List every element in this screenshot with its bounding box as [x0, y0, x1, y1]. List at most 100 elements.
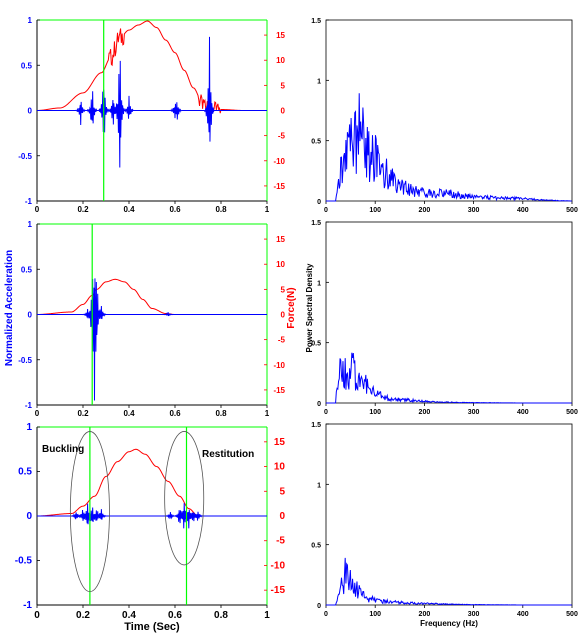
y-tick-label: 1: [317, 78, 321, 85]
x-tick-label: 0.4: [123, 409, 135, 418]
y2-tick-label: 10: [274, 462, 286, 473]
x-tick-label: 500: [566, 611, 578, 618]
y-tick-label: 1: [317, 280, 321, 287]
psd-series-line: [326, 352, 572, 404]
x-tick-label: 300: [468, 409, 480, 416]
x-tick-label: 400: [517, 409, 529, 416]
x-tick-label: 0.6: [169, 409, 181, 418]
acceleration-series-line: [37, 278, 267, 401]
y-tick-label: 1: [317, 482, 321, 489]
y-tick-label: 1: [26, 422, 32, 433]
y-tick-label: 0: [317, 199, 321, 206]
acceleration-series-line: [37, 36, 267, 168]
x-tick-label: 0.2: [77, 205, 89, 214]
x-tick-label: 300: [468, 611, 480, 618]
y-tick-label: 1.5: [311, 220, 321, 227]
y2-tick-label: 5: [281, 81, 286, 90]
panel-psd-1: 0 100 200 300 400 500 0 0.5 1 1.5: [311, 18, 578, 214]
y-tick-label: 1.5: [311, 422, 321, 429]
y-tick-label: 0: [26, 511, 32, 522]
x-tick-label: 0.6: [169, 205, 181, 214]
restitution-annotation: Restitution: [202, 449, 254, 460]
x-tick-label: 0.2: [77, 409, 89, 418]
psd-xlabel: Frequency (Hz): [420, 619, 478, 628]
y-tick-label: -0.5: [18, 152, 32, 161]
x-tick-label: 0.4: [123, 205, 135, 214]
x-tick-label: 0.8: [215, 205, 227, 214]
x-tick-label: 300: [468, 207, 480, 214]
y-tick-label: 0.5: [18, 467, 32, 478]
x-tick-label: 200: [419, 409, 431, 416]
x-tick-label: 0: [35, 409, 40, 418]
panel-time-1: 0 0.2 0.4 0.6 0.8 1 -1 -0.5 0 0.5 1 -15 -10 -5 0 5 10 15: [18, 16, 285, 214]
y2-tick-label: 0: [279, 511, 285, 522]
x-tick-label: 0: [324, 409, 328, 416]
x-tick-label: 500: [566, 409, 578, 416]
y-tick-label: 0: [28, 107, 33, 116]
y-tick-label: 0.5: [311, 543, 321, 550]
x-tick-label: 0.6: [168, 610, 182, 621]
right-ylabel: Force(N): [286, 287, 297, 328]
x-tick-label: 1: [264, 610, 270, 621]
y-tick-label: 0.5: [311, 139, 321, 146]
y-tick-label: -1: [25, 197, 33, 206]
x-tick-label: 0.2: [76, 610, 90, 621]
y2-tick-label: 5: [279, 486, 285, 497]
force-series-line: [37, 278, 267, 315]
left-xlabel: Time (Sec): [124, 621, 180, 633]
y-tick-label: 1: [28, 220, 33, 229]
x-tick-label: 400: [517, 207, 529, 214]
force-series-line: [36, 20, 267, 114]
panel-psd-3: 0 100 200 300 400 500 0 0.5 1 1.5: [311, 422, 578, 618]
y2-tick-label: -10: [271, 560, 286, 571]
region-ellipse: [164, 431, 205, 566]
y2-tick-label: 15: [276, 235, 285, 244]
panels-group: 0 0.2 0.4 0.6 0.8 1-1-0.500.51-15-10-50510150…: [15, 16, 578, 621]
psd-ylabel: Power Spectral Density: [305, 263, 314, 352]
acceleration-series-line: [37, 503, 267, 529]
panel-psd-2: 0 100 200 300 400 500 0 0.5 1 1.5: [311, 220, 578, 416]
left-ylabel: Normalized Acceleration: [4, 250, 15, 366]
panel-time-3: 0 0.2 0.4 0.6 0.8 1 -1 -0.5 0 0.5 1 -15 -10 -5 0 5 10 15: [15, 422, 286, 621]
y2-tick-label: 15: [276, 31, 285, 40]
y2-tick-label: -15: [273, 182, 285, 191]
y-tick-label: -1: [23, 600, 32, 611]
y-tick-label: 1.5: [311, 18, 321, 25]
y2-tick-label: 0: [281, 311, 286, 320]
y-tick-label: 0: [28, 311, 33, 320]
y-tick-label: 0.5: [21, 61, 33, 70]
y-tick-label: 0.5: [21, 265, 33, 274]
y2-tick-label: -15: [271, 585, 286, 596]
x-tick-label: 0: [35, 205, 40, 214]
y-tick-label: 0.5: [311, 341, 321, 348]
psd-series-line: [326, 93, 572, 202]
y-tick-label: 0: [317, 603, 321, 610]
x-tick-label: 0.8: [215, 409, 227, 418]
x-tick-label: 100: [369, 207, 381, 214]
x-tick-label: 1: [265, 205, 270, 214]
y2-tick-label: 10: [276, 260, 285, 269]
y-tick-label: 1: [28, 16, 33, 25]
panel-frame: [325, 423, 573, 606]
y2-tick-label: 10: [276, 56, 285, 65]
x-tick-label: 100: [369, 611, 381, 618]
x-tick-label: 0.4: [122, 610, 136, 621]
panel-frame: [325, 221, 573, 404]
y2-tick-label: -10: [273, 361, 285, 370]
psd-series-line: [326, 557, 572, 606]
y2-tick-label: 0: [281, 107, 286, 116]
y2-tick-label: -15: [273, 386, 285, 395]
x-tick-label: 100: [369, 409, 381, 416]
y-tick-label: -0.5: [15, 556, 33, 567]
x-tick-label: 200: [419, 207, 431, 214]
y-tick-label: -1: [25, 401, 33, 410]
y2-tick-label: -5: [278, 132, 286, 141]
y-tick-label: 0: [317, 401, 321, 408]
y2-tick-label: 15: [274, 437, 286, 448]
x-tick-label: 0: [324, 207, 328, 214]
x-tick-label: 500: [566, 207, 578, 214]
x-tick-label: 400: [517, 611, 529, 618]
x-tick-label: 0.8: [214, 610, 228, 621]
y2-tick-label: -5: [278, 336, 286, 345]
